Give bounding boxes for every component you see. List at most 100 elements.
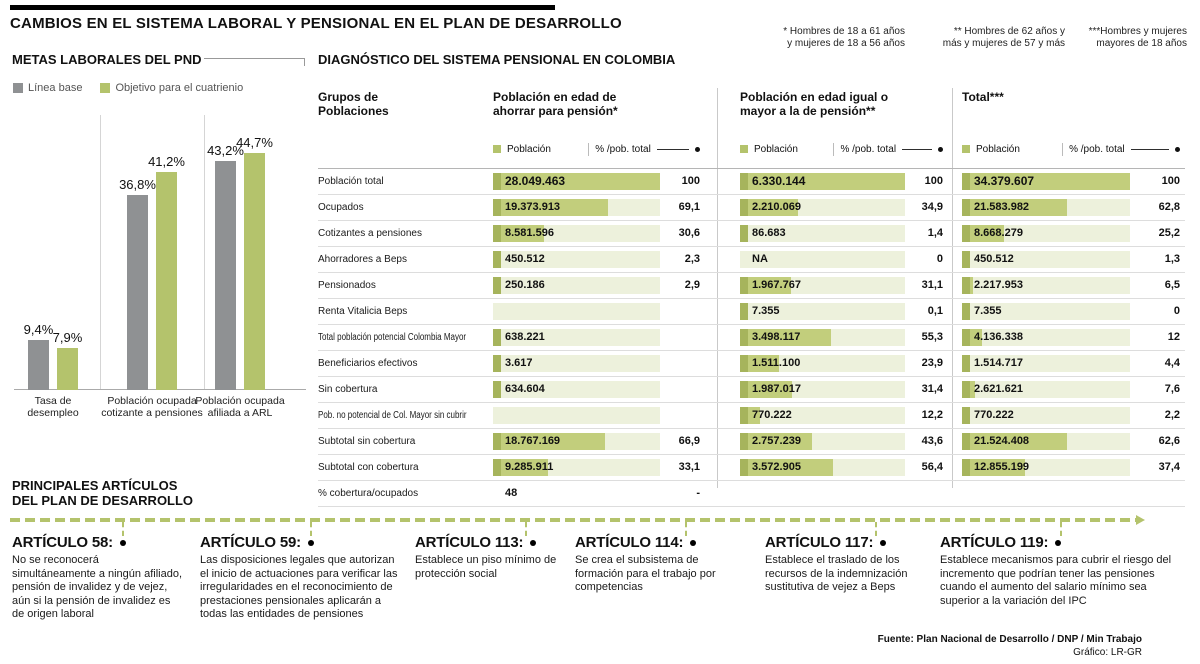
leader-dot-icon — [1175, 146, 1180, 152]
bar-value-label: 36,8% — [119, 177, 156, 192]
cell-value: 8.668.279 — [974, 227, 1023, 239]
cell-bar — [740, 225, 748, 242]
pension-table-rows: Población total 28.049.463 100 6.330.144 100… — [318, 168, 1185, 507]
table-row: Cotizantes a pensiones 8.581.596 30,6 86.68… — [318, 221, 1185, 247]
cell-pct: 33,1 — [678, 461, 700, 473]
cell-pct: 66,9 — [678, 435, 700, 447]
leader-dot-icon — [695, 146, 700, 152]
connector-dashed-icon — [875, 522, 877, 536]
cell-bar — [493, 433, 605, 450]
row-label: Subtotal sin cobertura — [318, 436, 416, 447]
article-title: ARTÍCULO 113: — [415, 534, 565, 551]
cell-value: NA — [752, 253, 768, 265]
cell-bar — [740, 173, 905, 190]
cell-value: 21.524.408 — [974, 435, 1030, 447]
cell-pct: 0 — [1173, 305, 1180, 317]
table-row: Subtotal con cobertura 9.285.911 33,1 3.572… — [318, 455, 1185, 481]
cell-value: 2.217.953 — [974, 279, 1023, 291]
category-label: Población ocupada cotizante a pensiones — [101, 395, 203, 419]
legend-item-target: Objetivo para el cuatrienio — [100, 82, 243, 94]
base-bar: 9,4% — [24, 322, 53, 390]
cell-bar — [493, 199, 608, 216]
legend-label-base: Línea base — [28, 82, 83, 94]
legend-item-base: Línea base — [13, 82, 82, 94]
row-label: Beneficiarios efectivos — [318, 358, 418, 369]
cell-bar — [740, 381, 792, 398]
cell-pct: 2,3 — [684, 253, 700, 265]
population-marker-icon — [493, 145, 501, 153]
article-title-text: ARTÍCULO 59: — [200, 534, 301, 551]
cell-pct: 31,4 — [921, 383, 943, 395]
cell-pct: 4,4 — [1164, 357, 1180, 369]
bullet-dot-icon — [530, 539, 537, 546]
cell-value: 770.222 — [974, 409, 1014, 421]
row-label: Ocupados — [318, 202, 364, 213]
bullet-dot-icon — [119, 539, 126, 546]
category-label: Población ocupada afiliada a ARL — [195, 395, 285, 419]
cell-bar — [740, 303, 748, 320]
cell-pct: 30,6 — [678, 227, 700, 239]
row-label: % cobertura/ocupados — [318, 488, 419, 499]
cell-value: 86.683 — [752, 227, 786, 239]
page-title: CAMBIOS EN EL SISTEMA LABORAL Y PENSIONA… — [10, 15, 622, 32]
footnote-3: ***Hombres y mujeres mayores de 18 años — [1088, 26, 1187, 49]
column-divider — [952, 88, 953, 488]
cell-pct: 0 — [936, 253, 943, 265]
cell-pct: 12 — [1167, 331, 1180, 343]
subheader-pct-label: % /pob. total — [595, 143, 651, 155]
cell-bar — [493, 277, 501, 294]
row-label: Subtotal con cobertura — [318, 462, 419, 473]
cell-pct: 100 — [924, 175, 943, 187]
cell-pct: 0,1 — [927, 305, 943, 317]
bullet-dot-icon — [880, 539, 887, 546]
article-title-text: ARTÍCULO 113: — [415, 534, 524, 551]
leader-line — [1130, 148, 1169, 150]
cell-pct: 34,9 — [921, 201, 943, 213]
cell-track — [740, 407, 905, 424]
cell-bar — [493, 173, 660, 190]
cell-value: 638.221 — [505, 331, 545, 343]
cell-track — [962, 251, 1130, 268]
cell-pct: 6,5 — [1164, 279, 1180, 291]
bar-group: 36,8% 41,2% — [119, 154, 185, 390]
article-body: Las disposiciones legales que autorizan … — [200, 554, 398, 620]
bar-group: 43,2% 44,7% — [207, 135, 273, 390]
table-row: Subtotal sin cobertura 18.767.169 66,9 2.75… — [318, 429, 1185, 455]
cell-bar — [493, 329, 501, 346]
footer: Fuente: Plan Nacional de Desarrollo / DN… — [878, 634, 1142, 658]
cell-bar — [740, 459, 833, 476]
cell-pct: 2,2 — [1164, 409, 1180, 421]
cell-track — [962, 407, 1130, 424]
cell-bar — [493, 381, 501, 398]
connector-dashed-icon — [685, 522, 687, 536]
col-group-title-3: Total*** — [962, 90, 1004, 104]
cell-value: 3.617 — [505, 357, 533, 369]
bullet-dot-icon — [307, 539, 314, 546]
cell-value: 3.498.117 — [752, 331, 801, 343]
article-title: ARTÍCULO 119: — [940, 534, 1188, 551]
connector-dashed-icon — [310, 522, 312, 536]
article-body: Se crea el subsistema de formación para … — [575, 554, 716, 593]
cell-pct: 100 — [1161, 175, 1180, 187]
table-row: Beneficiarios efectivos 3.617 1.511.100 23,… — [318, 351, 1185, 377]
cell-pct: 56,4 — [921, 461, 943, 473]
cell-pct: 2,9 — [684, 279, 700, 291]
cell-bar — [962, 407, 970, 424]
legend-swatch-green-icon — [100, 83, 111, 93]
cell-pct: 1,3 — [1164, 253, 1180, 265]
row-label: Sin cobertura — [318, 384, 378, 395]
article-body: No se reconocerá simultáneamente a ningú… — [12, 554, 183, 620]
population-marker-icon — [962, 145, 970, 153]
cell-value: 28.049.463 — [505, 174, 566, 188]
subheader-pct-label: % /pob. total — [1069, 143, 1125, 155]
col-group-title-2: Población en edad igual o mayor a la de … — [740, 90, 889, 118]
cell-bar — [962, 329, 982, 346]
table-row: Pob. no potencial de Col. Mayor sin cubr… — [318, 403, 1185, 429]
connector-dashed-icon — [525, 522, 527, 536]
graphic-credit: Gráfico: LR-GR — [1073, 647, 1142, 658]
cell-value: 8.581.596 — [505, 227, 554, 239]
chart-legend: Línea base Objetivo para el cuatrienio — [13, 82, 243, 94]
article-59: ARTÍCULO 59: Las disposiciones legales q… — [200, 522, 400, 622]
article-117: ARTÍCULO 117: Establece el traslado de l… — [765, 522, 930, 595]
cell-value: 250.186 — [505, 279, 545, 291]
